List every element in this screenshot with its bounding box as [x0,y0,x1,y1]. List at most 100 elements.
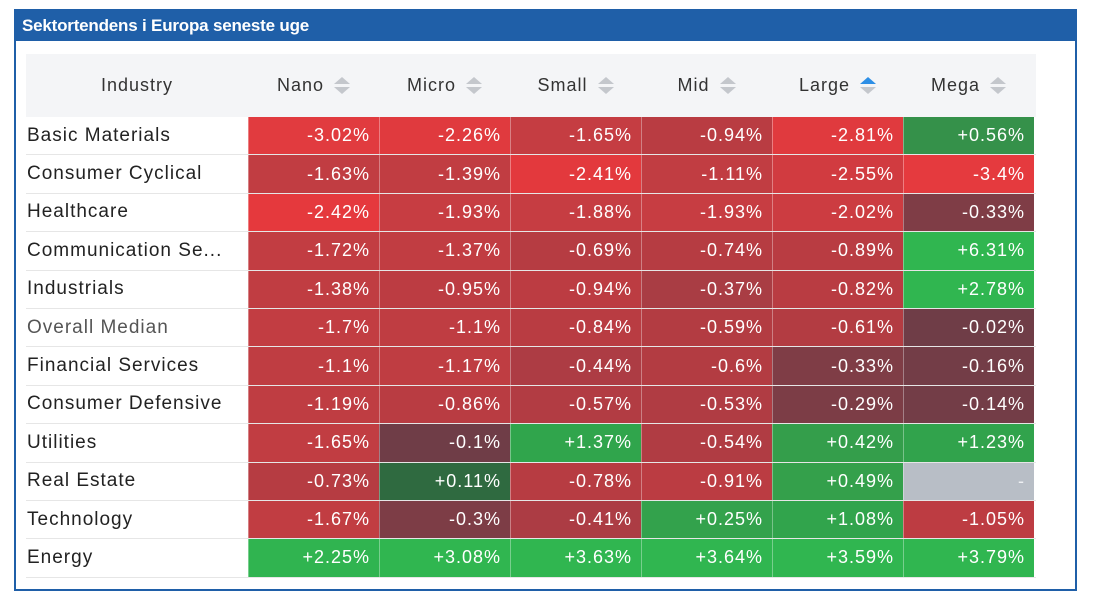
table-row[interactable]: Communication Se... -1.72% -1.37% -0.69% -0.… [26,232,1036,271]
value-cell: -0.94% [641,117,772,155]
header-small[interactable]: Small [510,54,641,117]
table-row[interactable]: Industrials -1.38% -0.95% -0.94% -0.37% -0.82… [26,270,1036,309]
value-cell: -1.11% [641,155,772,193]
table-body: Basic Materials -3.02% -2.26% -1.65% -0.94% -… [26,117,1036,578]
value-cell: +1.23% [903,424,1034,462]
industry-name: Real Estate [27,470,137,492]
value-cell: -0.95% [379,270,510,308]
value-cell: -1.7% [248,308,379,347]
table-row[interactable]: Basic Materials -3.02% -2.26% -1.65% -0.94% -… [26,117,1036,156]
header-mid[interactable]: Mid [641,54,772,117]
value-cell: -1.1% [379,308,510,347]
table-header: Industry Nano Micro Small Mid Large Mega [26,54,1036,117]
value-cell: +3.79% [903,539,1034,577]
value-cell: -0.89% [772,232,903,270]
header-large[interactable]: Large [772,54,903,117]
industry-name: Basic Materials [27,124,171,146]
value-cell: -1.05% [903,500,1034,539]
industry-name: Consumer Cyclical [27,163,203,185]
value-cell: -0.86% [379,385,510,424]
table-row[interactable]: Real Estate -0.73% +0.11% -0.78% -0.91% +0.49… [26,462,1036,501]
header-label: Nano [276,75,325,95]
value-cell: -2.55% [772,155,903,193]
value-cell: -0.84% [510,308,641,347]
value-cell: +3.63% [510,539,641,577]
value-cell: -2.41% [510,155,641,193]
industry-name: Financial Services [27,355,200,377]
value-cell: -2.26% [379,117,510,155]
header-label: Mega [930,75,981,95]
value-cell: -0.41% [510,500,641,539]
header-nano[interactable]: Nano [248,54,379,117]
value-cell: -1.93% [379,193,510,232]
value-cell: +1.37% [510,424,641,462]
header-micro[interactable]: Micro [379,54,510,117]
table-row[interactable]: Overall Median -1.7% -1.1% -0.84% -0.59% -0.6… [26,308,1036,348]
value-cell: -1.65% [510,117,641,155]
value-cell: -0.73% [248,462,379,500]
value-cell: +0.49% [772,462,903,500]
value-cell: -1.38% [248,270,379,308]
value-cell: -0.94% [510,270,641,308]
value-cell: - [903,462,1034,500]
value-cell: -0.61% [772,308,903,347]
sort-icon[interactable] [466,77,482,94]
sort-icon[interactable] [719,77,736,94]
value-cell: -3.02% [248,117,379,155]
table-row[interactable]: Healthcare -2.42% -1.93% -1.88% -1.93% -2.02%… [26,193,1036,233]
header-label: Large [798,75,851,95]
value-cell: -1.93% [641,193,772,232]
panel-title: Sektortendens i Europa seneste uge [16,11,1075,41]
industry-name: Consumer Defensive [27,393,223,415]
value-cell: -1.63% [248,155,379,193]
value-cell: -1.39% [379,155,510,193]
value-cell: -0.53% [641,385,772,424]
value-cell: -2.02% [772,193,903,232]
sort-icon[interactable] [334,77,351,94]
value-cell: +0.42% [772,424,903,462]
industry-name: Healthcare [27,201,129,223]
table-row[interactable]: Energy +2.25% +3.08% +3.63% +3.64% +3.59% +3.7… [26,539,1036,578]
industry-name: Utilities [27,431,98,453]
value-cell: +0.25% [641,500,772,539]
value-cell: -0.16% [903,347,1034,385]
table-row[interactable]: Consumer Cyclical -1.63% -1.39% -2.41% -1.11… [26,155,1036,194]
sort-icon[interactable] [597,77,614,94]
value-cell: +0.11% [379,462,510,500]
value-cell: -0.14% [903,385,1034,424]
value-cell: -1.72% [248,232,379,270]
value-cell: -1.1% [248,347,379,385]
header-industry[interactable]: Industry [100,75,174,95]
value-cell: -0.29% [772,385,903,424]
value-cell: -0.57% [510,385,641,424]
sort-icon-active[interactable] [860,77,877,94]
industry-name: Industrials [27,278,125,300]
table-row[interactable]: Consumer Defensive -1.19% -0.86% -0.57% -0.5… [26,385,1036,425]
value-cell: +3.59% [772,539,903,577]
table-row[interactable]: Utilities -1.65% -0.1% +1.37% -0.54% +0.42% +1… [26,424,1036,463]
value-cell: -3.4% [903,155,1034,193]
value-cell: -0.37% [641,270,772,308]
value-cell: -0.6% [641,347,772,385]
table-row[interactable]: Technology -1.67% -0.3% -0.41% +0.25% +1.08% -… [26,500,1036,540]
value-cell: -1.65% [248,424,379,462]
sector-table: Industry Nano Micro Small Mid Large Mega… [26,54,1036,578]
value-cell: -1.37% [379,232,510,270]
header-mega[interactable]: Mega [903,54,1034,117]
value-cell: -0.82% [772,270,903,308]
value-cell: -0.78% [510,462,641,500]
industry-name: Technology [27,508,134,530]
value-cell: -2.81% [772,117,903,155]
table-row[interactable]: Financial Services -1.1% -1.17% -0.44% -0.6%… [26,347,1036,386]
value-cell: -0.02% [903,308,1034,347]
value-cell: -0.3% [379,500,510,539]
industry-name: Energy [27,546,94,568]
value-cell: +3.08% [379,539,510,577]
value-cell: -1.17% [379,347,510,385]
value-cell: -0.1% [379,424,510,462]
sort-icon[interactable] [990,77,1007,94]
value-cell: -1.67% [248,500,379,539]
value-cell: -0.44% [510,347,641,385]
value-cell: -0.33% [772,347,903,385]
header-label: Small [537,75,588,95]
